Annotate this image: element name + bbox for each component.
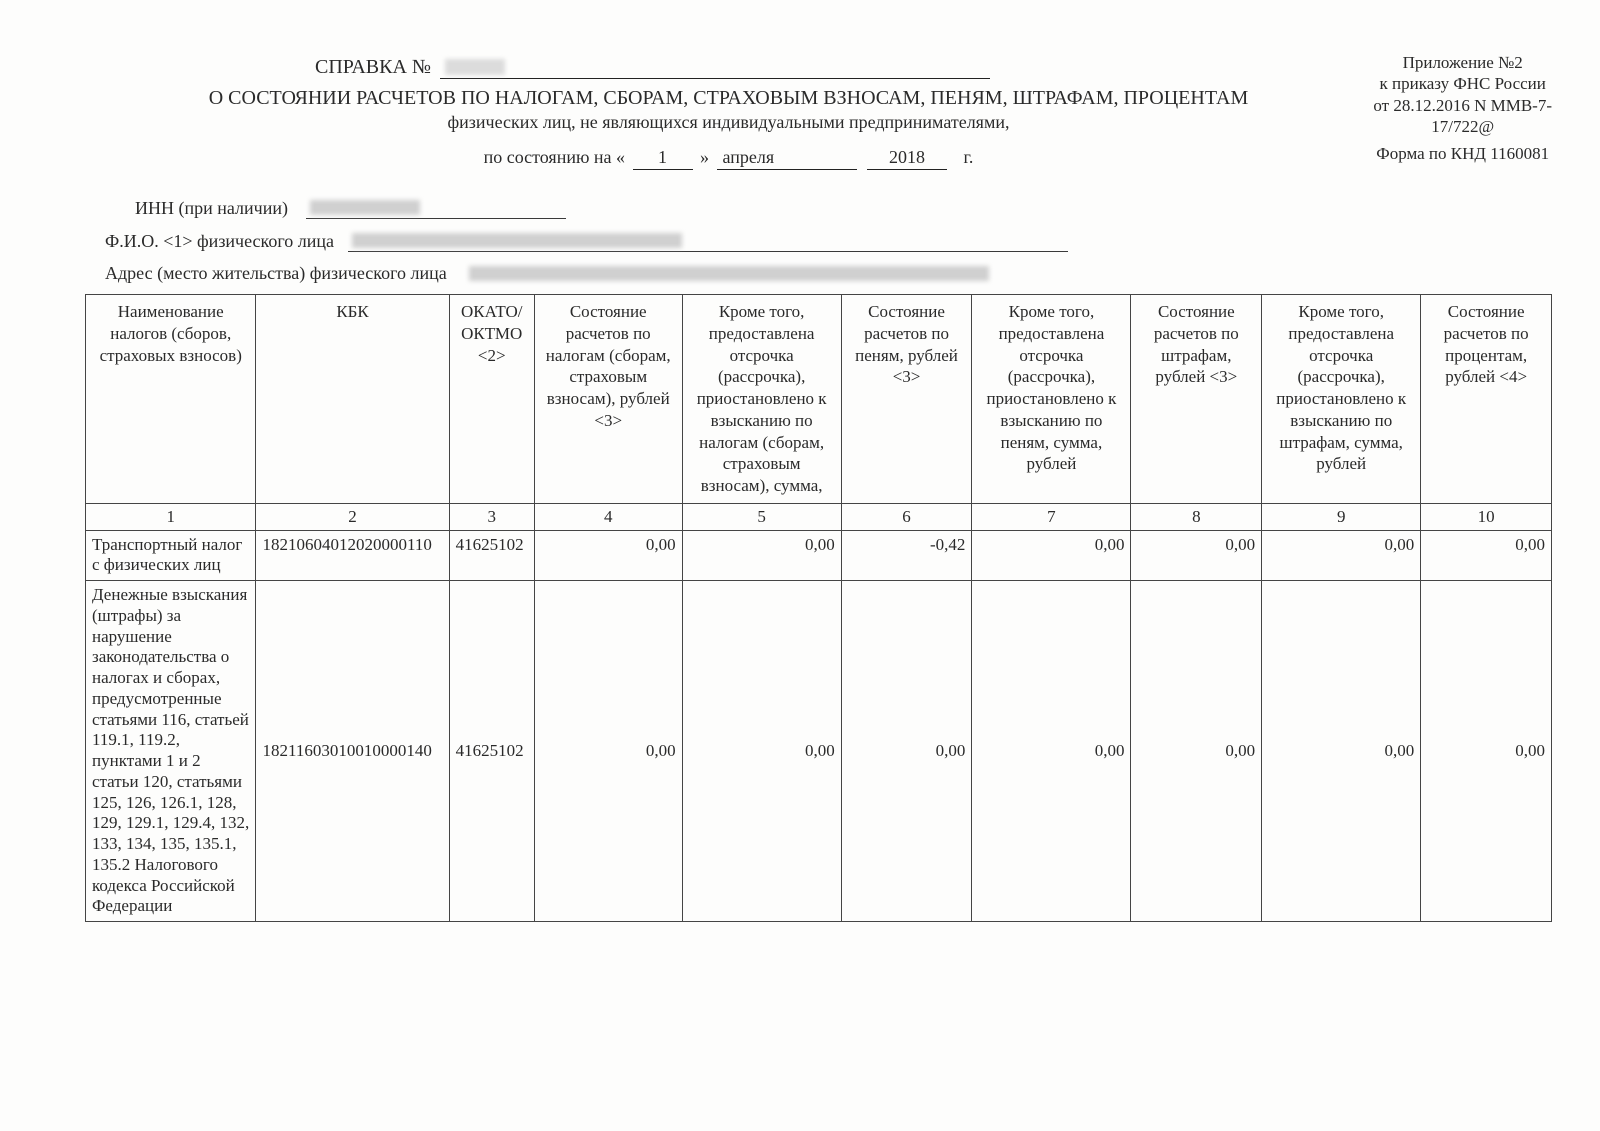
identity-fields: ИНН (при наличии) Ф.И.О. <1> физического… <box>135 196 1552 284</box>
th-c8: Состояние расчетов по штрафам, рублей <3… <box>1131 295 1262 504</box>
annex-line1: Приложение №2 <box>1373 52 1552 73</box>
colnum-1: 1 <box>86 503 256 530</box>
table-header-row: Наименование налогов (сборов, страховых … <box>86 295 1552 504</box>
date-mid: » <box>700 147 709 167</box>
date-month: апреля <box>717 147 857 170</box>
redacted-ref-number <box>445 59 505 75</box>
th-c9: Кроме того, предоставлена отсрочка (расс… <box>1262 295 1421 504</box>
colnum-10: 10 <box>1421 503 1552 530</box>
colnum-4: 4 <box>534 503 682 530</box>
date-line: по состоянию на « 1 » апреля 2018 г. <box>85 147 1552 170</box>
colnum-6: 6 <box>841 503 972 530</box>
reference-label: СПРАВКА № <box>315 56 431 78</box>
cell-v8: 0,00 <box>1131 530 1262 580</box>
inn-row: ИНН (при наличии) <box>135 196 1552 219</box>
cell-v5: 0,00 <box>682 581 841 922</box>
cell-v10: 0,00 <box>1421 581 1552 922</box>
addr-label: Адрес (место жительства) физического лиц… <box>105 263 447 283</box>
cell-kbk: 18210604012020000110 <box>256 530 449 580</box>
th-c6: Состояние расчетов по пеням, рублей <3> <box>841 295 972 504</box>
th-okato: ОКАТО/ ОКТМО <2> <box>449 295 534 504</box>
colnum-7: 7 <box>972 503 1131 530</box>
colnum-9: 9 <box>1262 503 1421 530</box>
colnum-2: 2 <box>256 503 449 530</box>
reference-underline <box>440 55 990 79</box>
th-c10: Состояние расчетов по процентам, рублей … <box>1421 295 1552 504</box>
table-number-row: 1 2 3 4 5 6 7 8 9 10 <box>86 503 1552 530</box>
annex-line4: 17/722@ <box>1373 116 1552 137</box>
cell-v9: 0,00 <box>1262 581 1421 922</box>
cell-v6: -0,42 <box>841 530 972 580</box>
cell-okato: 41625102 <box>449 530 534 580</box>
date-year: 2018 <box>867 147 947 170</box>
reference-line: СПРАВКА № <box>315 55 1552 79</box>
colnum-5: 5 <box>682 503 841 530</box>
main-title: О СОСТОЯНИИ РАСЧЕТОВ ПО НАЛОГАМ, СБОРАМ,… <box>85 87 1552 110</box>
fio-value-underline <box>348 229 1068 252</box>
inn-value-underline <box>306 196 566 219</box>
table-row: Транспортный налог с физических лиц 1821… <box>86 530 1552 580</box>
redacted-addr <box>469 266 989 281</box>
colnum-3: 3 <box>449 503 534 530</box>
th-c4: Состояние расчетов по налогам (сборам, с… <box>534 295 682 504</box>
table-row: Денежные взыскания (штрафы) за нарушение… <box>86 581 1552 922</box>
cell-v5: 0,00 <box>682 530 841 580</box>
cell-v8: 0,00 <box>1131 581 1262 922</box>
cell-name: Транспортный налог с физических лиц <box>86 530 256 580</box>
redacted-inn <box>310 200 420 215</box>
th-c7: Кроме того, предоставлена отсрочка (расс… <box>972 295 1131 504</box>
addr-value-underline <box>465 262 1065 284</box>
cell-v9: 0,00 <box>1262 530 1421 580</box>
sub-title: физических лиц, не являющихся индивидуал… <box>85 112 1552 133</box>
annex-line3: от 28.12.2016 N ММВ-7- <box>1373 95 1552 116</box>
cell-v6: 0,00 <box>841 581 972 922</box>
document-page: Приложение №2 к приказу ФНС России от 28… <box>0 0 1600 922</box>
fio-row: Ф.И.О. <1> физического лица <box>105 229 1552 252</box>
cell-v4: 0,00 <box>534 530 682 580</box>
redacted-fio <box>352 233 682 248</box>
inn-label: ИНН (при наличии) <box>135 198 288 218</box>
date-prefix: по состоянию на « <box>484 147 625 167</box>
cell-name: Денежные взыскания (штрафы) за нарушение… <box>86 581 256 922</box>
cell-v10: 0,00 <box>1421 530 1552 580</box>
date-day: 1 <box>633 147 693 170</box>
calculations-table: Наименование налогов (сборов, страховых … <box>85 294 1552 922</box>
annex-line2: к приказу ФНС России <box>1373 73 1552 94</box>
colnum-8: 8 <box>1131 503 1262 530</box>
cell-v7: 0,00 <box>972 581 1131 922</box>
th-name: Наименование налогов (сборов, страховых … <box>86 295 256 504</box>
form-code: Форма по КНД 1160081 <box>1373 143 1552 164</box>
fio-label: Ф.И.О. <1> физического лица <box>105 231 334 251</box>
cell-v7: 0,00 <box>972 530 1131 580</box>
th-kbk: КБК <box>256 295 449 504</box>
th-c5: Кроме того, предоставлена отсрочка (расс… <box>682 295 841 504</box>
date-suffix: г. <box>964 147 974 167</box>
annex-block: Приложение №2 к приказу ФНС России от 28… <box>1373 52 1552 164</box>
cell-okato: 41625102 <box>449 581 534 922</box>
cell-v4: 0,00 <box>534 581 682 922</box>
addr-row: Адрес (место жительства) физического лиц… <box>105 262 1552 284</box>
cell-kbk: 18211603010010000140 <box>256 581 449 922</box>
